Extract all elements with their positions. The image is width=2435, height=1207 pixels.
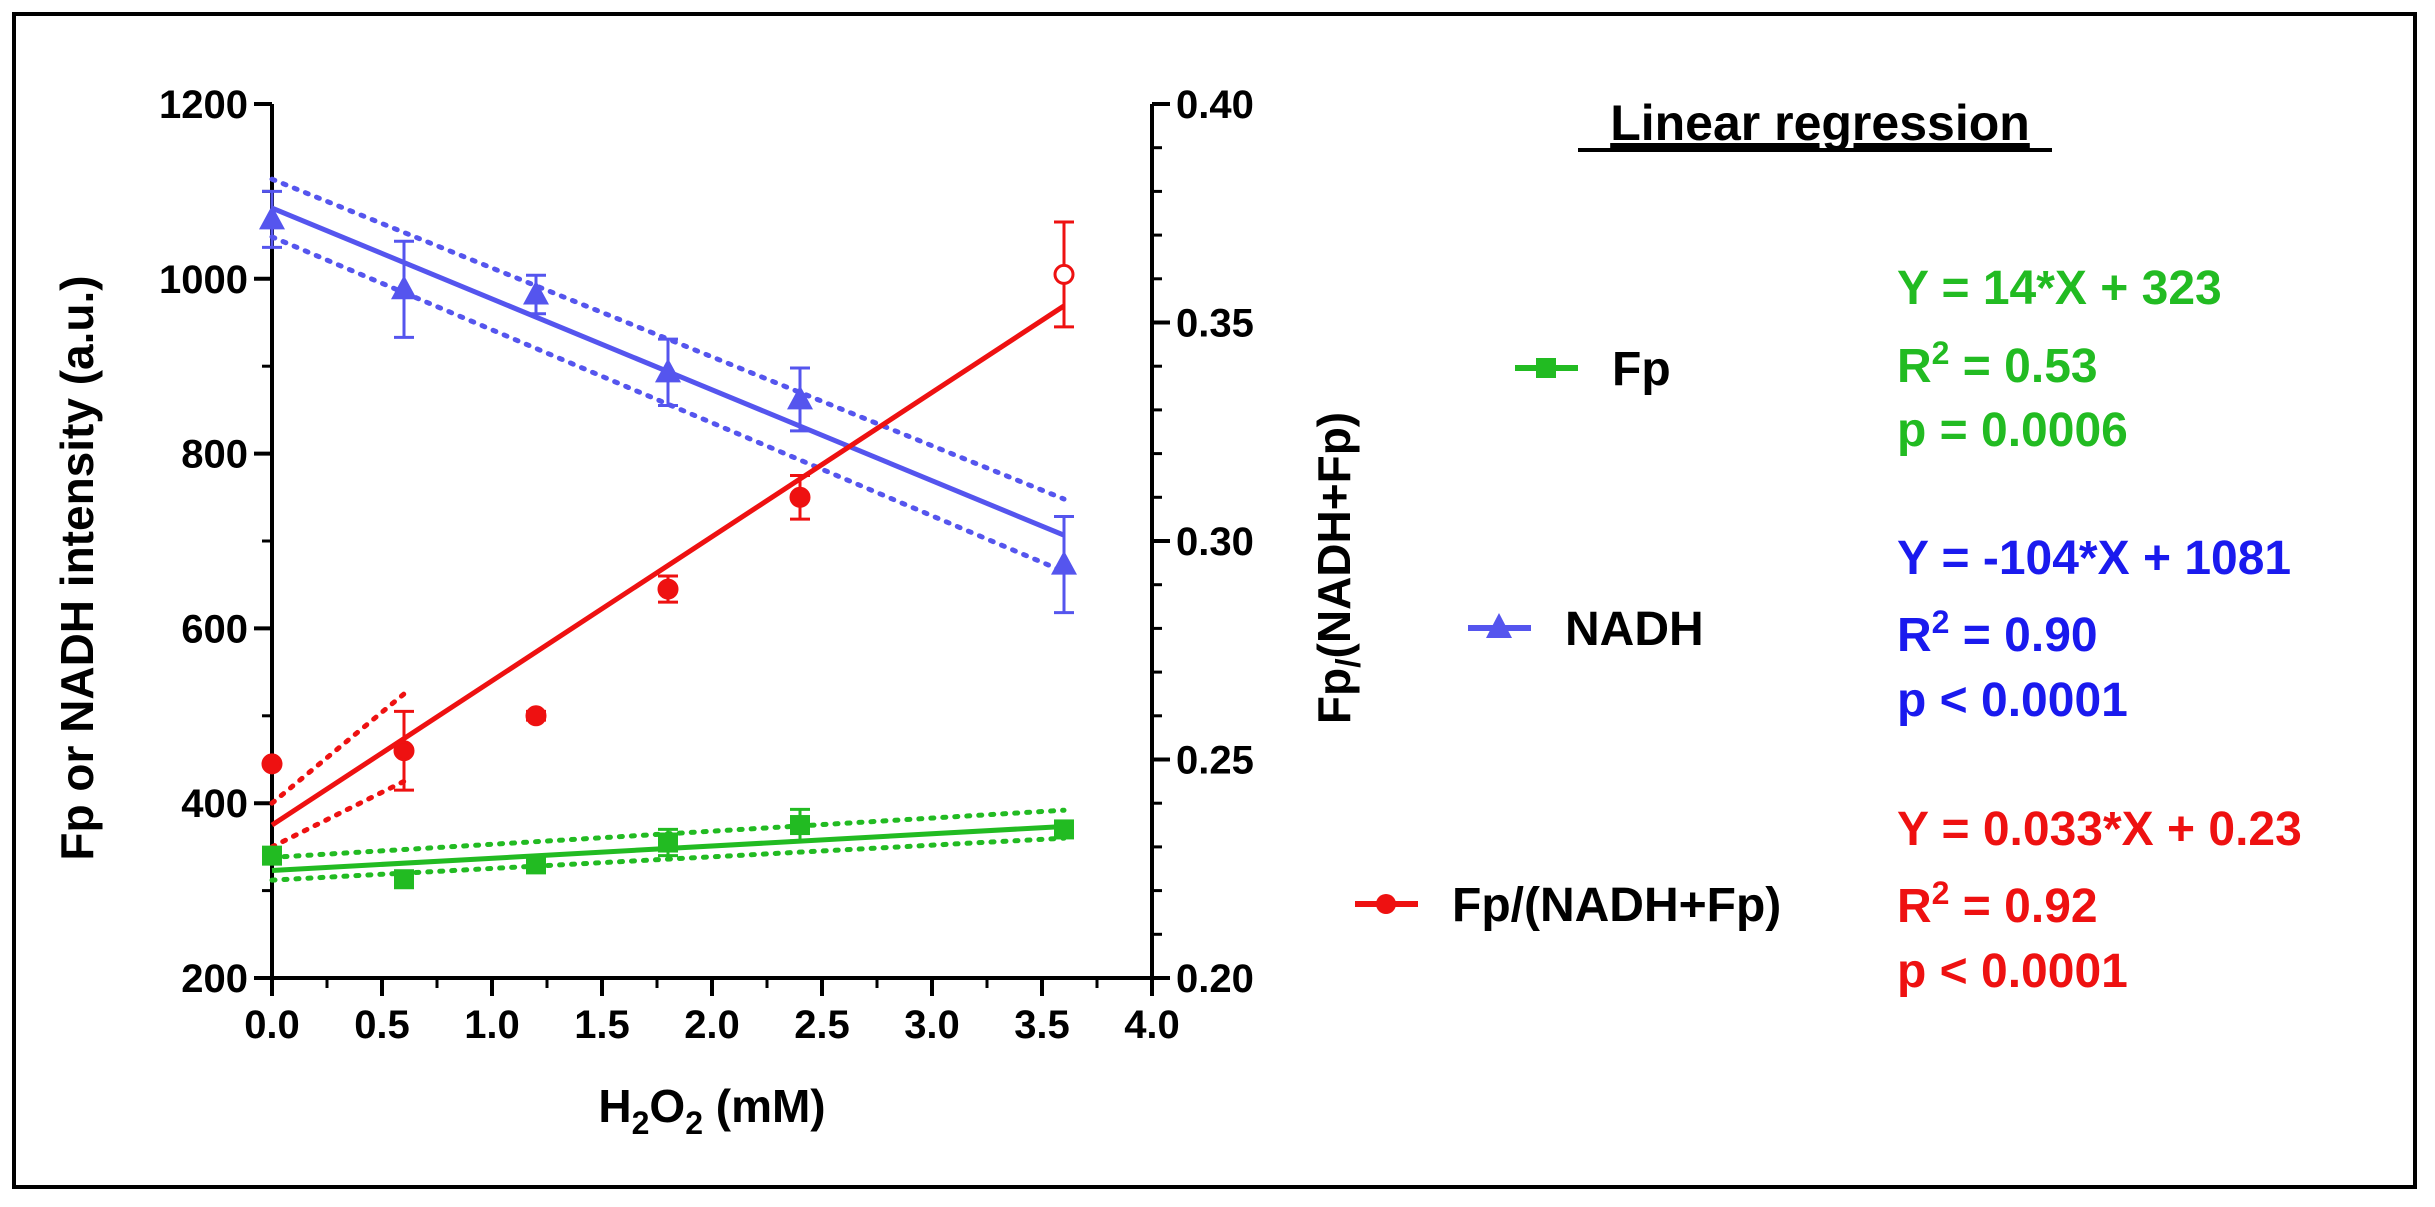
confidence-bands [269, 176, 1067, 883]
x-tick-label: 3.5 [1014, 1003, 1070, 1047]
x-title-h: H [598, 1080, 631, 1132]
data-point-nadh [655, 358, 681, 383]
legend-square-icon [1536, 358, 1556, 378]
fp-p-value: p = 0.0006 [1897, 404, 2128, 457]
data-point-fp [526, 854, 546, 875]
y-left-axis-title: Fp or NADH intensity (a.u.) [51, 275, 103, 860]
ratio-r2-value: = 0.92 [1949, 880, 2097, 933]
figure-border [12, 12, 2417, 1189]
legend-circle-icon [1376, 894, 1396, 914]
band-upper-triangle [269, 176, 1067, 502]
data-point-nadh [391, 275, 417, 300]
fp-r-squared: R2 = 0.53 [1897, 335, 2098, 393]
nadh-r2-prefix: R [1897, 609, 1932, 662]
data-point-fp [790, 815, 810, 836]
data-point-nadh [259, 205, 285, 230]
data-point-fp [658, 832, 678, 853]
data-point-nadh [787, 385, 813, 410]
ratio-r2-prefix: R [1897, 880, 1932, 933]
x-tick-label: 0.5 [354, 1003, 410, 1047]
y-left-tick-label: 200 [181, 957, 248, 1001]
nadh-equation: Y = -104*X + 1081 [1897, 532, 2291, 585]
data-point-fp [262, 845, 282, 866]
ratio-r2-sup: 2 [1932, 875, 1950, 911]
y-right-tick-label: 0.25 [1176, 739, 1254, 783]
y-right-title-slash: / [1330, 658, 1368, 668]
x-tick-label: 2.5 [794, 1003, 850, 1047]
ratio-p-value: p < 0.0001 [1897, 945, 2128, 998]
data-point-nadh [1051, 550, 1077, 575]
y-right-axis-title: Fp/(NADH+Fp) [1308, 412, 1368, 724]
y-left-tick-label: 400 [181, 782, 248, 826]
legend-entry-nadh: NADH [1468, 603, 1704, 656]
axes: 0.0 0.5 1.0 1.5 2.0 2.5 3.0 3.5 4.0 200 400 600 800 1… [159, 83, 1254, 1047]
y-left-tick-label: 1200 [159, 83, 248, 127]
data-point-ratio [525, 705, 547, 727]
legend-label-fp: Fp [1612, 343, 1671, 396]
x-tick-label: 3.0 [904, 1003, 960, 1047]
data-point-ratio [1053, 263, 1075, 285]
data-point-ratio [261, 753, 283, 775]
data-point-ratio [657, 578, 679, 600]
y-right-title-tail: (NADH+Fp) [1308, 412, 1360, 659]
x-tick-label: 0.0 [244, 1003, 300, 1047]
x-title-tail: (mM) [703, 1080, 826, 1132]
x-tick-label: 1.0 [464, 1003, 520, 1047]
legend-label-nadh: NADH [1565, 603, 1704, 656]
nadh-p-value: p < 0.0001 [1897, 674, 2128, 727]
data-point-ratio [393, 740, 415, 762]
nadh-r2-value: = 0.90 [1949, 609, 2097, 662]
nadh-r-squared: R2 = 0.90 [1897, 604, 2098, 662]
y-left-tick-label: 800 [181, 433, 248, 477]
fp-r2-sup: 2 [1932, 335, 1950, 371]
legend-entry-fp: Fp [1515, 343, 1671, 396]
y-right-title-main: Fp [1308, 668, 1360, 724]
band-upper-circle [269, 691, 407, 806]
data-point-nadh [523, 280, 549, 305]
x-title-sub2: 2 [685, 1105, 703, 1141]
ratio-equation: Y = 0.033*X + 0.23 [1897, 803, 2302, 856]
fp-equation: Y = 14*X + 323 [1897, 262, 2222, 315]
regression-panel: Linear regression Fp Y = 14*X + 323 R2 =… [1355, 95, 2302, 998]
fit-lines [270, 205, 1066, 873]
fp-r2-value: = 0.53 [1949, 340, 2097, 393]
y-right-tick-label: 0.40 [1176, 83, 1254, 127]
x-axis-title: H2O2 (mM) [598, 1080, 825, 1141]
regression-title: Linear regression [1610, 95, 2030, 151]
x-title-o: O [649, 1080, 685, 1132]
fp-r2-prefix: R [1897, 340, 1932, 393]
legend-entry-ratio: Fp/(NADH+Fp) [1355, 879, 1781, 932]
data-point-fp [394, 869, 414, 890]
data-markers [259, 205, 1077, 890]
x-tick-label: 4.0 [1124, 1003, 1180, 1047]
y-left-tick-label: 600 [181, 607, 248, 651]
legend-label-ratio: Fp/(NADH+Fp) [1452, 879, 1781, 932]
data-point-fp [1054, 819, 1074, 840]
y-right-tick-label: 0.35 [1176, 302, 1254, 346]
data-point-ratio [789, 486, 811, 508]
band-lower-circle [269, 778, 407, 850]
y-right-tick-label: 0.30 [1176, 520, 1254, 564]
ratio-r-squared: R2 = 0.92 [1897, 875, 2098, 933]
legend-triangle-icon [1486, 613, 1512, 638]
y-right-tick-label: 0.20 [1176, 957, 1254, 1001]
y-left-tick-label: 1000 [159, 258, 248, 302]
error-bars [262, 189, 1074, 888]
nadh-r2-sup: 2 [1932, 604, 1950, 640]
x-tick-label: 2.0 [684, 1003, 740, 1047]
x-tick-label: 1.5 [574, 1003, 630, 1047]
x-title-sub1: 2 [632, 1105, 650, 1141]
